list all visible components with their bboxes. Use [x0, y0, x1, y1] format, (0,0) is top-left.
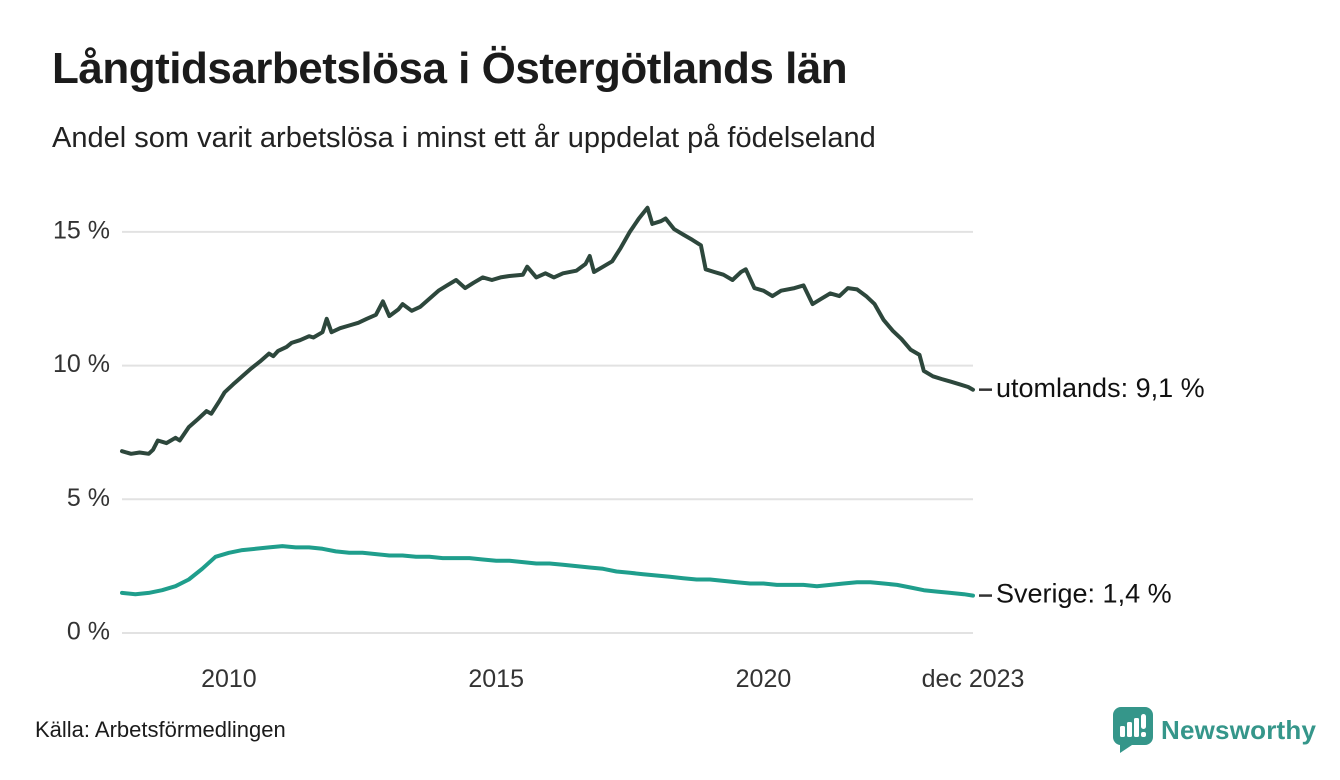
series-end-label-sverige: Sverige: 1,4 % — [996, 579, 1172, 609]
x-tick-label: 2015 — [468, 665, 524, 693]
chart-subtitle: Andel som varit arbetslösa i minst ett å… — [52, 122, 876, 154]
y-tick-label: 5 % — [67, 484, 110, 512]
y-tick-label: 10 % — [53, 350, 110, 378]
newsworthy-logo-icon — [1113, 707, 1153, 753]
newsworthy-logo: Newsworthy — [1113, 707, 1316, 753]
series-line-utomlands — [120, 205, 975, 456]
y-tick-label: 0 % — [67, 618, 110, 646]
x-tick-label: dec 2023 — [922, 665, 1025, 693]
source-note: Källa: Arbetsförmedlingen — [35, 717, 286, 742]
newsworthy-logo-text: Newsworthy — [1161, 714, 1317, 745]
series-end-label-utomlands: utomlands: 9,1 % — [996, 373, 1205, 403]
chart-title: Långtidsarbetslösa i Östergötlands län — [52, 44, 848, 93]
x-tick-label: 2010 — [201, 665, 257, 693]
x-tick-label: 2020 — [736, 665, 792, 693]
series-line-sverige — [120, 544, 975, 598]
y-tick-label: 15 % — [53, 217, 110, 245]
